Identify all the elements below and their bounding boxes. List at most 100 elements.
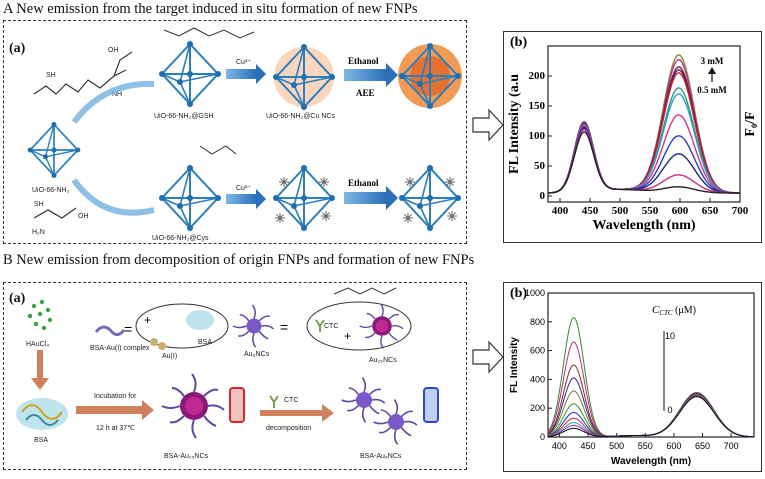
chart-a-frame [503,31,762,243]
aee-label: AEE [356,88,375,98]
chart-b-ylabel: FL Intensity [509,337,520,393]
x-tick-label: 500 [612,205,629,217]
series-line-6 [547,394,754,438]
series-line-9 [547,395,754,438]
ethanol-bottom-label: Ethanol [348,178,379,188]
chart-b-legend-sub: CTC [659,309,673,317]
complex-icon [94,325,126,337]
y-tick-label: 0 [540,190,546,202]
cu-ion-label-2: Cu²⁺ [236,185,251,192]
ethanol-top-label: Ethanol [348,56,379,66]
section-b-heading: B New emission from decomposition of ori… [3,252,475,268]
chart-a: (b) 400 450 500 550 600 650 700 0 50 100 150 200 Wave… [507,35,758,233]
y-tick-label: 200 [530,403,545,413]
svg-text:OH: OH [78,213,89,220]
chart-b-xlabel: Wavelength (nm) [611,456,691,467]
chart-b: (b)400 450 500 550 600 650 7000200400600800100… [509,286,755,467]
x-tick-label: 550 [638,441,653,451]
chart-a-right-label: F₀/F [743,111,758,136]
decomposition-arrow-icon [260,410,322,416]
down-arrow-icon [37,350,43,380]
chart-b-annotation-bottom: 0 [667,405,672,415]
y-tick-label: 800 [530,317,545,327]
chart-b-legend-unit: (μM) [673,305,696,316]
section-b-scheme-box [3,282,467,470]
section-a-scheme-box [3,20,467,244]
chart-a-annotation-top: 3 mM [701,56,724,66]
plus-1: + [144,313,151,327]
series-line-0 [547,317,754,438]
equals-2: = [280,319,288,335]
chart-a-ylabel: FL Intensity (a.u [507,74,522,174]
gsh-mof-label: UiO-66-NH₂@GSH [154,113,214,120]
series-line-2 [547,364,754,438]
y-tick-label: 50 [534,160,546,172]
series-line-c12 [548,131,740,194]
x-tick-label: 450 [581,441,596,451]
haucl4-dots [27,299,53,331]
series-line-10 [547,396,754,438]
series-line-c11 [548,128,740,194]
curved-arrow-top-icon [71,80,155,124]
series-line-c2 [548,58,740,194]
decomposition-label: decomposition [266,425,311,432]
series-line-8 [547,395,754,438]
section-a-scheme: SH OH NH UiO-66-NH₂ UiO-66-NH₂@GSH Cu²⁺ … [26,27,462,242]
bsa-label: BSA [34,437,48,444]
chart-b-frame [503,282,762,472]
x-tick-label: 650 [702,205,719,217]
ctc-label: CTC [324,323,338,330]
chart-a-plot-area [547,45,741,203]
ctc-label-2: CTC [284,397,298,404]
x-tick-label: 550 [642,205,659,217]
au25-label: Au₂₅NCs [369,357,397,364]
x-tick-label: 700 [732,205,749,217]
svg-text:H₂N: H₂N [32,229,45,236]
svg-text:OH: OH [108,47,119,54]
big-arrow-a-icon [472,108,504,142]
plus-2: + [344,329,351,343]
x-tick-label: 650 [695,441,710,451]
x-tick-label: 500 [609,441,624,451]
x-tick-label: 400 [552,441,567,451]
section-b-panel-a-label: (a) [9,291,26,306]
chart-a-annotation-bottom: 0.5 mM [697,85,727,95]
mof-label: UiO-66-NH₂ [32,187,70,194]
x-tick-label: 450 [582,205,599,217]
y-tick-label: 200 [529,70,546,82]
x-tick-label: 600 [666,441,681,451]
equals-1: = [124,321,132,337]
incubation-arrow-icon [76,406,142,414]
chart-b-plot-area [547,292,755,438]
incubation-line1: Incubation for [94,393,137,400]
series-line-1 [547,341,754,438]
bsa-au8-label: BSA-Au₈NCs [360,453,402,460]
big-arrow-b-icon [472,340,504,374]
chart-b-panel-label: (b) [510,286,527,301]
y-tick-label: 600 [530,346,545,356]
y-tick-label: 100 [529,130,546,142]
x-tick-label: 400 [552,205,569,217]
svg-text:NH: NH [112,91,122,98]
incubation-line2: 12 h at 37℃ [96,425,135,432]
au8-label: Au₈NCs [244,351,270,358]
y-tick-label: 1000 [525,288,545,298]
chart-b-legend-title: CCTC (μM) [652,304,696,317]
cys-mof-label: UiO-66-NH₂@Cys [152,235,209,242]
cu-mof-label: UiO-66-NH₂@Cu NCs [266,113,335,120]
x-tick-label: 700 [724,441,739,451]
bsa-au25-label: BSA-Au₂₅NCs [164,453,209,460]
bsa-protein-icon [16,398,68,430]
x-tick-label: 600 [672,205,689,217]
section-a-panel-a-label: (a) [9,41,26,56]
chart-b-annotation-top: 10 [665,331,675,341]
curved-arrow-bottom-icon [71,178,155,216]
svg-text:SH: SH [46,72,56,79]
au-i-label: Au(I) [162,353,177,360]
svg-text:SH: SH [34,201,44,208]
gsh-molecule [33,69,127,95]
arrow-icon [226,69,256,79]
chart-a-xlabel: Wavelength (nm) [592,218,695,233]
cu-ion-label: Cu²⁺ [236,59,251,66]
bsa2-label: BSA [198,339,212,346]
